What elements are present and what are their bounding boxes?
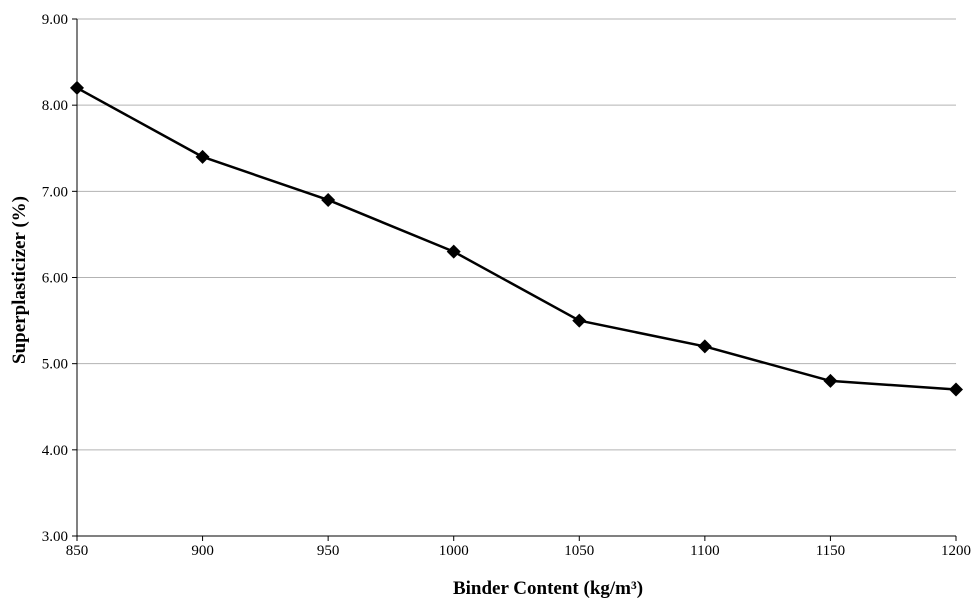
x-tick-label: 950 bbox=[317, 543, 340, 559]
series-layer bbox=[70, 80, 963, 397]
x-tick-label: 1000 bbox=[439, 543, 469, 559]
data-point-marker bbox=[697, 339, 712, 354]
y-tick-label: 4.00 bbox=[42, 443, 68, 459]
x-tick-label: 1100 bbox=[690, 543, 719, 559]
data-point-marker bbox=[572, 313, 587, 328]
data-point-marker bbox=[823, 373, 838, 388]
y-tick-label: 3.00 bbox=[42, 529, 68, 545]
x-tick-label: 850 bbox=[66, 543, 89, 559]
x-axis-title: Binder Content (kg/m³) bbox=[453, 578, 643, 598]
data-point-marker bbox=[446, 244, 461, 259]
y-tick-label: 6.00 bbox=[42, 271, 68, 287]
x-tick-label: 1050 bbox=[564, 543, 594, 559]
x-tick-label: 900 bbox=[191, 543, 214, 559]
y-tick-label: 8.00 bbox=[42, 98, 68, 114]
y-tick-label: 5.00 bbox=[42, 357, 68, 373]
grid-layer bbox=[77, 18, 956, 451]
data-point-marker bbox=[321, 192, 336, 207]
data-point-marker bbox=[195, 149, 210, 164]
y-tick-label: 9.00 bbox=[42, 12, 68, 28]
series-line bbox=[76, 86, 957, 391]
data-point-marker bbox=[949, 382, 963, 397]
x-tick-label: 1200 bbox=[941, 543, 971, 559]
y-axis-title: Superplasticizer (%) bbox=[9, 196, 30, 364]
x-tick-label: 1150 bbox=[816, 543, 845, 559]
tick-layer: 3.00 4.00 5.00 6.00 7.00 8.00 9.00 850 900 950 100… bbox=[42, 12, 971, 559]
data-point-marker bbox=[70, 80, 84, 95]
y-tick-label: 7.00 bbox=[42, 184, 68, 200]
